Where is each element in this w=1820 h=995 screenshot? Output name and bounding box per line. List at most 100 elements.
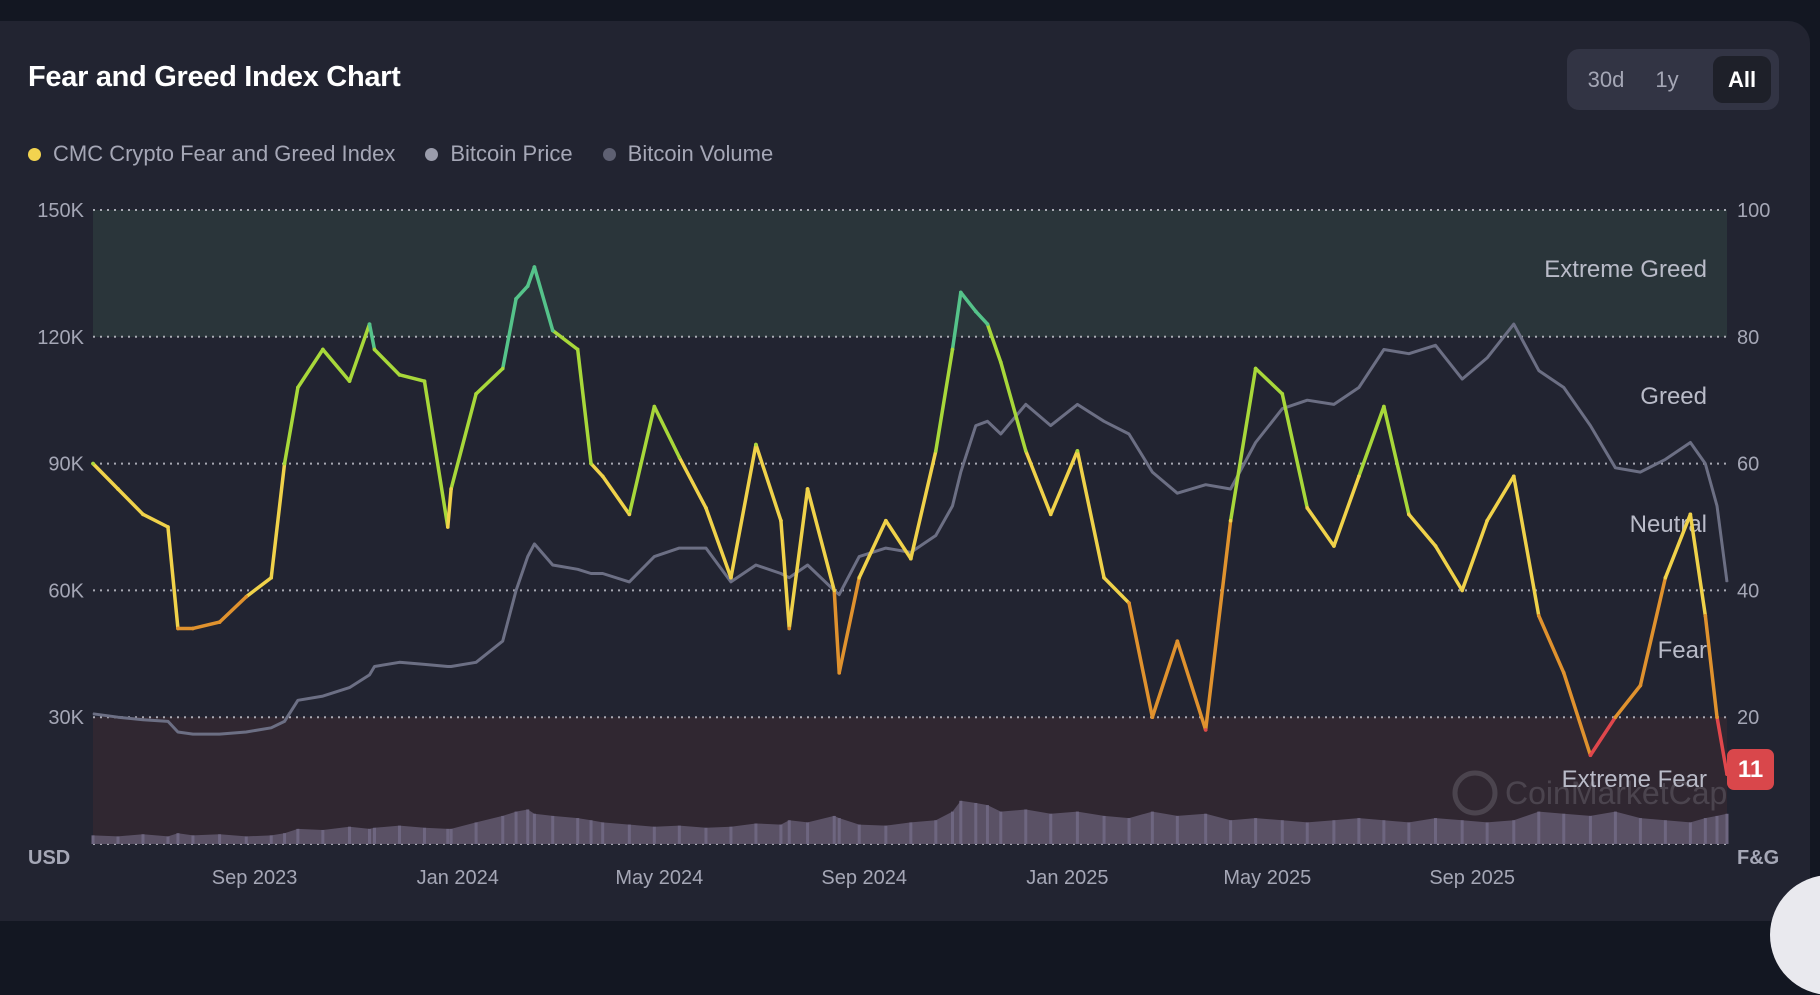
x-axis-tick: May 2025 [1223,867,1311,889]
volume-bar [244,836,248,844]
volume-bar [950,811,954,844]
range-30d-button[interactable]: 30d [1587,67,1625,92]
fear-greed-point [525,284,530,288]
volume-bar [1254,818,1258,844]
volume-bar [176,833,180,844]
price-point [1689,441,1691,443]
volume-bar [1175,815,1179,844]
volume-bar [1049,813,1053,844]
fear-greed-point [1407,512,1411,517]
left-axis-tick: 60K [48,580,84,602]
price-point [885,547,887,549]
legend-item-fear-greed[interactable]: CMC Crypto Fear and Greed Index [28,141,395,167]
fear-greed-point [1280,392,1285,396]
volume-bar [787,820,791,844]
fear-greed-point [91,461,95,466]
fear-greed-point [1075,449,1080,453]
fear-greed-point [1382,404,1386,409]
price-point [1664,458,1666,460]
price-point [935,534,937,536]
price-point [1435,344,1437,346]
fear-greed-point [282,461,287,466]
fear-greed-point [1023,449,1028,453]
volume-bar [959,800,963,844]
volume-bar [283,833,287,844]
fear-greed-point [1048,512,1053,517]
left-axis-unit: USD [28,847,70,869]
volume-bar [985,805,989,844]
price-point [1333,403,1335,405]
price-point [975,425,977,427]
range-1y-button[interactable]: 1y [1655,67,1679,92]
fear-greed-segment [704,506,733,580]
fear-greed-segment [1332,474,1361,548]
fear-greed-point [191,626,195,631]
fear-greed-segment [589,461,605,479]
volume-bar [779,824,783,844]
x-axis-tick: Sep 2023 [212,867,298,889]
fear-greed-segment [532,265,555,333]
fear-greed-segment [677,455,708,510]
fear-greed-point [1715,715,1719,719]
x-axis-tick: Sep 2024 [821,867,907,889]
fear-greed-point [837,671,842,675]
fear-greed-chart[interactable]: CoinMarketCap Extreme Greed Greed Neutral F… [0,0,1820,896]
fear-greed-segment [600,474,632,517]
fear-greed-segment [1688,512,1708,618]
price-point [838,594,840,596]
fear-greed-point [397,373,402,377]
price-point [284,720,286,722]
right-axis-tick: 100 [1737,200,1770,222]
fear-greed-point [729,575,733,580]
fear-greed-segment [959,290,978,314]
volume-bar [141,834,145,844]
volume-bar [1613,811,1617,844]
price-point [1704,463,1706,465]
price-point [349,687,351,689]
fear-greed-segment [1715,715,1729,777]
volume-bar [837,818,841,844]
price-point [423,663,425,665]
left-axis-tick: 90K [48,454,84,476]
volume-bar [909,822,913,844]
fear-greed-segment [550,328,580,352]
range-all-button[interactable]: All [1713,56,1771,103]
volume-bar [589,820,593,844]
volume-bar [91,835,95,844]
volume-bar [551,815,555,844]
fear-greed-segment [754,442,783,523]
fear-greed-segment [1537,614,1566,675]
range-toggle: 30d 1y All [1567,49,1779,110]
fear-greed-segment [950,290,963,352]
volume-bar [269,835,273,844]
volume-bar [652,826,656,844]
legend-dot-icon [28,147,41,161]
price-point [788,577,790,579]
legend-dot-icon [602,147,616,161]
volume-bar [857,824,861,844]
fear-greed-segment [1024,449,1053,517]
volume-bar [1075,811,1079,844]
fear-greed-point [1433,544,1438,548]
price-point [1639,471,1641,473]
price-point [1306,399,1308,401]
volume-bar [1562,813,1566,844]
fear-greed-segment [884,518,913,561]
price-point [552,564,554,566]
fear-greed-point [1460,588,1464,593]
fear-greed-point [372,347,377,352]
price-point [1716,505,1718,507]
price-point [705,547,707,549]
legend: CMC Crypto Fear and Greed Index Bitcoin … [28,141,773,167]
fear-greed-segment [282,385,300,466]
fear-greed-segment [141,512,170,529]
fear-greed-point [445,525,450,529]
legend-item-bitcoin-price[interactable]: Bitcoin Price [425,141,573,167]
fear-greed-segment [116,487,145,517]
volume-bar [704,827,708,844]
legend-item-bitcoin-volume[interactable]: Bitcoin Volume [602,141,773,167]
fear-greed-segment [1102,575,1131,605]
fear-greed-segment [1175,639,1208,732]
fear-greed-point [550,328,555,333]
fear-greed-segment [985,322,1003,364]
